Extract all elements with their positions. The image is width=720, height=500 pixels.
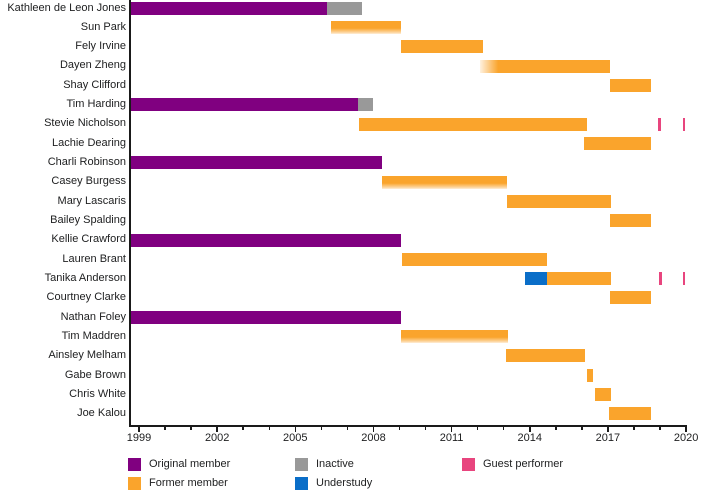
axis-minor-tick bbox=[581, 426, 583, 430]
timeline-bar-former bbox=[594, 388, 612, 402]
timeline-bar-former bbox=[402, 252, 547, 266]
member-label: Joe Kalou bbox=[77, 407, 126, 420]
axis-minor-tick bbox=[659, 426, 661, 430]
timeline-bar-original bbox=[129, 156, 383, 170]
timeline-bar-former bbox=[359, 117, 587, 131]
legend-label-former: Former member bbox=[149, 477, 228, 489]
axis-minor-tick bbox=[502, 426, 505, 430]
timeline-bar-former bbox=[505, 349, 585, 363]
timeline-bar-understudy bbox=[525, 272, 547, 286]
axis-minor-tick bbox=[242, 426, 244, 430]
legend-swatch-former bbox=[128, 477, 141, 490]
member-label: Kathleen de Leon Jones bbox=[7, 1, 126, 14]
timeline-bar-guest bbox=[659, 272, 662, 286]
timeline-bar-original bbox=[129, 310, 402, 324]
legend-swatch-inactive bbox=[295, 458, 308, 471]
axis-tick-label: 2008 bbox=[361, 432, 386, 444]
timeline-bar-former bbox=[583, 136, 651, 150]
timeline-bar-original bbox=[129, 98, 358, 112]
axis-minor-tick bbox=[476, 426, 479, 430]
axis-tick-label: 2002 bbox=[204, 432, 230, 444]
member-label: Nathan Foley bbox=[60, 310, 126, 323]
axis-minor-tick bbox=[555, 426, 557, 430]
axis-minor-tick bbox=[633, 426, 635, 430]
x-axis-line bbox=[129, 425, 688, 427]
timeline-bar-inactive bbox=[327, 1, 362, 15]
timeline-bar-former bbox=[506, 194, 611, 208]
legend-swatch-understudy bbox=[295, 477, 308, 490]
member-label: Lachie Dearing bbox=[52, 136, 126, 149]
axis-major-tick bbox=[216, 426, 218, 432]
member-label: Lauren Brant bbox=[62, 252, 126, 265]
member-label: Tanika Anderson bbox=[44, 272, 126, 285]
member-label: Tim Maddren bbox=[61, 330, 126, 343]
timeline-bar-guest bbox=[682, 272, 686, 286]
axis-major-tick bbox=[607, 426, 609, 432]
timeline-bar-former bbox=[587, 368, 593, 382]
timeline-bar-inactive bbox=[357, 98, 373, 112]
axis-tick-label: 2020 bbox=[673, 432, 699, 444]
timeline-bar-guest bbox=[658, 117, 662, 131]
member-label: Bailey Spalding bbox=[50, 214, 126, 227]
timeline-bar-original bbox=[129, 233, 402, 247]
axis-minor-tick bbox=[398, 426, 401, 430]
timeline-bar-original bbox=[129, 1, 328, 15]
axis-minor-tick bbox=[190, 426, 192, 430]
axis-tick-label: 2014 bbox=[517, 432, 543, 444]
legend-swatch-original bbox=[128, 458, 141, 471]
member-label: Kellie Crawford bbox=[51, 233, 126, 246]
timeline-bar-former bbox=[610, 291, 651, 305]
timeline-bar-former bbox=[610, 214, 651, 228]
axis-major-tick bbox=[450, 426, 453, 432]
member-label: Stevie Nicholson bbox=[44, 117, 126, 130]
legend-swatch-guest bbox=[462, 458, 475, 471]
member-label: Shay Clifford bbox=[63, 78, 126, 91]
axis-minor-tick bbox=[424, 426, 427, 430]
timeline-bar-former bbox=[610, 78, 651, 92]
legend-label-original: Original member bbox=[149, 458, 231, 470]
timeline-bar-former bbox=[608, 407, 651, 421]
axis-major-tick bbox=[372, 426, 375, 432]
timeline-bar-former bbox=[480, 59, 610, 73]
axis-tick-label: 2005 bbox=[283, 432, 308, 444]
member-label: Mary Lascaris bbox=[57, 194, 126, 207]
axis-major-tick bbox=[529, 426, 531, 432]
axis-tick-label: 1999 bbox=[126, 432, 152, 444]
member-label: Tim Harding bbox=[66, 98, 127, 111]
timeline-bar-former bbox=[382, 175, 507, 189]
member-label: Ainsley Melham bbox=[48, 349, 126, 362]
legend-label-inactive: Inactive bbox=[316, 458, 354, 470]
axis-major-tick bbox=[685, 426, 687, 432]
legend-label-understudy: Understudy bbox=[316, 477, 373, 489]
axis-tick-label: 2017 bbox=[595, 432, 621, 444]
member-label: Fely Irvine bbox=[75, 40, 126, 53]
timeline-bar-former bbox=[331, 20, 402, 34]
y-axis-line bbox=[129, 0, 131, 426]
legend-label-guest: Guest performer bbox=[483, 458, 564, 470]
timeline-bar-guest bbox=[682, 117, 686, 131]
member-label: Courtney Clarke bbox=[46, 291, 126, 304]
axis-major-tick bbox=[294, 426, 297, 432]
timeline-bar-former bbox=[401, 330, 508, 344]
axis-minor-tick bbox=[320, 426, 323, 430]
member-label: Chris White bbox=[69, 388, 126, 401]
axis-major-tick bbox=[138, 426, 140, 432]
timeline-bar-former bbox=[401, 40, 483, 54]
member-label: Dayen Zheng bbox=[59, 59, 126, 72]
axis-minor-tick bbox=[346, 426, 349, 430]
axis-minor-tick bbox=[268, 426, 270, 430]
member-label: Charli Robinson bbox=[47, 156, 126, 169]
axis-tick-label: 2011 bbox=[439, 432, 464, 444]
member-label: Gabe Brown bbox=[64, 368, 126, 381]
timeline-bar-former bbox=[546, 272, 611, 286]
member-label: Sun Park bbox=[80, 20, 126, 33]
member-label: Casey Burgess bbox=[51, 175, 126, 188]
axis-minor-tick bbox=[164, 426, 166, 430]
